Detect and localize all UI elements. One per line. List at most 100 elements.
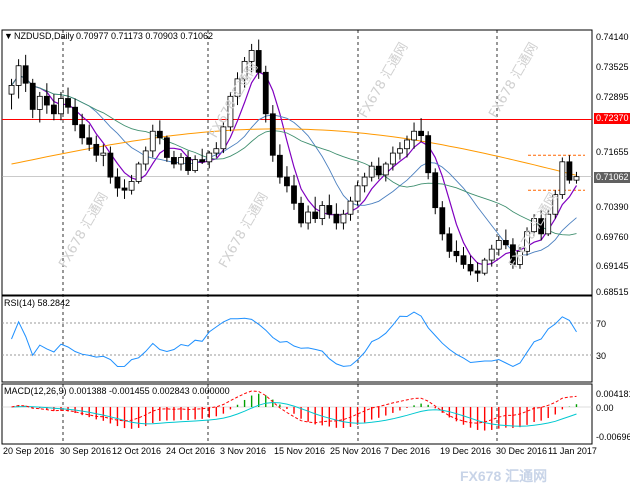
candle-bull [368, 165, 375, 178]
candle-bear [460, 255, 467, 265]
candle-bear [43, 95, 50, 106]
date-tick: 20 Sep 2016 [3, 446, 55, 456]
candle-bull [552, 194, 559, 215]
macd-tick-zero: 0.00 [596, 403, 614, 413]
candle-bear [474, 270, 481, 274]
candle-bull [389, 152, 396, 165]
price-tick: 0.69760 [596, 232, 629, 242]
candle-bull [15, 65, 22, 86]
date-tick: 25 Nov 2016 [330, 446, 382, 456]
candle-bull [340, 213, 347, 224]
candle-bull [488, 248, 495, 261]
main-panel-frame [1, 29, 593, 296]
candle-bear [72, 106, 78, 126]
ma-green-line [11, 75, 577, 236]
candle-bull [241, 60, 248, 80]
candle-bull [220, 126, 227, 150]
candle-bull [100, 152, 107, 156]
candle-bull [305, 211, 312, 224]
candle-bear [566, 161, 573, 181]
candle-bear [199, 159, 206, 163]
date-tick: 7 Dec 2016 [384, 446, 431, 456]
candle-bull [58, 98, 64, 115]
price-tick: 0.72895 [596, 92, 629, 102]
date-tick: 19 Dec 2016 [440, 446, 492, 456]
date-tick: 11 Jan 2017 [548, 446, 597, 456]
candle-bear [114, 176, 121, 189]
candle-bear [510, 244, 516, 265]
macd-panel [11, 390, 578, 431]
candle-bear [185, 157, 191, 171]
candle-bear [418, 130, 425, 137]
candle-bear [432, 172, 439, 209]
candle-bull [404, 139, 410, 150]
price-tick: 0.73525 [596, 62, 629, 72]
candle-bear [312, 211, 319, 219]
candle-bull [248, 50, 255, 62]
candle-bull [545, 213, 552, 235]
candle-bull [382, 163, 389, 176]
candle-bull [128, 181, 135, 191]
candle-bear [453, 250, 460, 257]
date-tick: 15 Nov 2016 [274, 446, 326, 456]
candles [8, 39, 580, 282]
candle-bear [93, 143, 100, 156]
candle-bear [276, 154, 283, 178]
candle-bear [326, 205, 333, 215]
rsi-tick-70: 70 [596, 319, 607, 329]
candle-bull [524, 231, 530, 252]
candle-bull [517, 250, 523, 265]
candle-bull [178, 157, 184, 165]
panel-frames [1, 29, 593, 445]
candle-bear [467, 264, 474, 272]
candle-bull [531, 218, 537, 233]
macd-panel-frame [1, 383, 593, 445]
footer-watermark: FX678 汇通网 [460, 468, 548, 484]
candle-bear [375, 165, 382, 176]
rsi-line-path [11, 311, 577, 368]
candle-bull [573, 176, 580, 181]
current-price-tag: 0.71062 [594, 172, 630, 183]
rsi-tick-30: 30 [596, 351, 607, 361]
candle-bear [86, 137, 93, 145]
candle-bull [234, 78, 241, 97]
candle-bull [347, 200, 354, 215]
price-tick: 0.69145 [596, 261, 629, 271]
price-tick: 0.71655 [596, 147, 629, 157]
candle-bear [156, 130, 163, 139]
candle-bear [446, 233, 453, 252]
candle-bear [425, 135, 432, 174]
candle-bull [481, 259, 488, 274]
date-tick: 3 Nov 2016 [220, 446, 267, 456]
candle-bull [397, 148, 403, 154]
candle-bear [65, 98, 71, 108]
candle-bear [163, 137, 170, 158]
ma-mid-line [11, 75, 577, 256]
symbol-label: NZDUSD,Daily [14, 31, 75, 41]
candle-bear [502, 240, 509, 246]
price-tick: 0.70390 [596, 202, 629, 212]
candle-bull [142, 150, 149, 165]
rsi-label: RSI(14) 58.2842 [4, 298, 71, 308]
candle-bull [411, 130, 417, 141]
rsi-line [11, 311, 577, 368]
date-tick: 12 Oct 2016 [112, 446, 162, 456]
candle-bull [361, 176, 368, 187]
candle-bear [298, 202, 304, 224]
candle-bull [8, 85, 15, 95]
candle-bull [149, 130, 156, 152]
candle-bear [171, 157, 177, 165]
macd-tick-bottom: -0.006964 [596, 432, 630, 442]
candle-bear [79, 124, 86, 139]
candle-bull [559, 161, 566, 195]
date-tick: 30 Sep 2016 [60, 446, 112, 456]
resistance-price-tag: 0.72370 [594, 113, 630, 124]
candle-bull [135, 163, 142, 182]
candle-bull [36, 95, 43, 110]
candle-bear [269, 113, 276, 156]
candle-bear [284, 176, 290, 187]
candle-bear [121, 187, 128, 191]
date-tick: 24 Oct 2016 [166, 446, 216, 456]
macd-label: MACD(12,26,9) 0.001388 -0.001455 0.00284… [4, 386, 230, 396]
macd-tick-top: 0.004181 [596, 389, 630, 399]
